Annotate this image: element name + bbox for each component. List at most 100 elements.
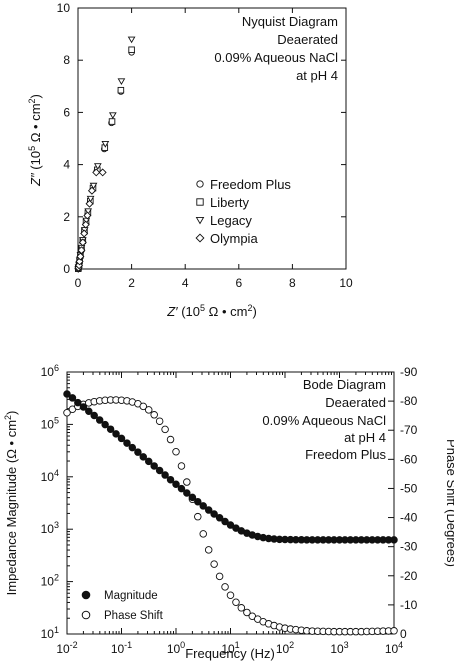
nyquist-legend: Freedom Plus Liberty Legacy Olympia bbox=[195, 177, 291, 246]
phase-shift-point bbox=[210, 560, 218, 568]
nyquist-y-tick-label: 2 bbox=[63, 210, 70, 224]
nyquist-annotation-4: at pH 4 bbox=[296, 68, 338, 83]
phase-shift-point bbox=[204, 546, 213, 554]
bode-y2-tick-label: -20 bbox=[400, 569, 418, 583]
svg-text:Z″ (105 Ω • cm2): Z″ (105 Ω • cm2) bbox=[27, 94, 43, 187]
magnitude-point bbox=[106, 425, 115, 433]
magnitude-point bbox=[172, 480, 180, 489]
bode-y-tick-label: 105 bbox=[41, 415, 59, 431]
nyquist-y-tick-label: 0 bbox=[63, 262, 70, 276]
phase-shift-point bbox=[150, 411, 158, 419]
magnitude-point bbox=[74, 398, 82, 407]
magnitude-point bbox=[177, 484, 186, 493]
nyquist-x-tick-label: 2 bbox=[128, 276, 135, 290]
nyquist-point bbox=[84, 208, 93, 216]
phase-shift-point bbox=[63, 409, 71, 417]
nyquist-point bbox=[81, 220, 90, 229]
nyquist-point bbox=[92, 168, 101, 177]
magnitude-point bbox=[117, 434, 126, 443]
nyquist-point bbox=[77, 246, 86, 255]
phase-shift-point bbox=[166, 435, 175, 444]
bode-y2-tick-label: -30 bbox=[400, 540, 418, 554]
magnitude-point bbox=[194, 497, 202, 506]
legend-label-freedom-plus: Freedom Plus bbox=[210, 177, 291, 192]
bode-y-tick-label: 103 bbox=[41, 520, 59, 536]
nyquist-chart: 0 2 4 6 8 10 0 2 4 6 8 10 Nyquist Diagram Deaerated… bbox=[27, 1, 353, 319]
nyquist-points bbox=[74, 36, 136, 273]
bode-x-tick-label: 10-2 bbox=[56, 640, 77, 656]
nyquist-point bbox=[98, 168, 107, 177]
magnitude-point bbox=[134, 448, 142, 456]
legend-marker-magnitude bbox=[81, 590, 91, 600]
nyquist-point bbox=[76, 252, 85, 261]
magnitude-point bbox=[199, 502, 207, 510]
magnitude-point bbox=[95, 416, 104, 424]
legend-marker-phase-shift bbox=[81, 610, 91, 620]
nyquist-point bbox=[78, 238, 87, 247]
bode-points bbox=[63, 390, 398, 636]
nyquist-point bbox=[128, 46, 135, 54]
magnitude-point bbox=[221, 517, 229, 526]
magnitude-point bbox=[155, 466, 164, 475]
magnitude-point bbox=[68, 394, 77, 402]
bode-x-tick-label: 104 bbox=[385, 640, 403, 656]
phase-shift-point bbox=[172, 448, 180, 456]
magnitude-point bbox=[204, 506, 213, 514]
legend-label-magnitude: Magnitude bbox=[104, 590, 158, 602]
nyquist-x-tick-label: 10 bbox=[339, 276, 353, 290]
bode-x-tick-label: 10-1 bbox=[111, 640, 132, 656]
bode-y2-tick-label: -50 bbox=[400, 481, 418, 495]
phase-shift-point bbox=[237, 604, 246, 612]
bode-x-tick-label: 102 bbox=[276, 640, 294, 656]
legend-marker-legacy bbox=[195, 216, 205, 225]
nyquist-point bbox=[108, 112, 117, 119]
phase-shift-point bbox=[226, 591, 235, 600]
phase-shift-point bbox=[161, 425, 169, 434]
bode-y2-tick-label: -90 bbox=[400, 365, 418, 379]
magnitude-point bbox=[166, 475, 175, 484]
bode-x-tick-label: 103 bbox=[330, 640, 348, 656]
magnitude-point bbox=[215, 514, 224, 522]
nyquist-point bbox=[80, 229, 89, 238]
phase-shift-point bbox=[232, 598, 240, 607]
magnitude-point bbox=[79, 403, 88, 411]
magnitude-point bbox=[144, 457, 153, 466]
nyquist-point bbox=[75, 261, 84, 270]
magnitude-point bbox=[150, 462, 158, 470]
nyquist-point bbox=[86, 195, 95, 203]
nyquist-annotation-1: Nyquist Diagram bbox=[242, 14, 338, 29]
bode-annotation-4: at pH 4 bbox=[344, 430, 386, 445]
magnitude-point bbox=[85, 407, 93, 416]
phase-shift-point bbox=[199, 530, 207, 538]
phase-shift-point bbox=[221, 583, 229, 591]
nyquist-y-axis-title: Z″ (105 Ω • cm2) bbox=[27, 94, 43, 187]
bode-y2-axis-title: Phase Shift (Degrees) bbox=[444, 439, 454, 567]
phase-shift-point bbox=[194, 512, 202, 521]
phase-shift-point bbox=[144, 406, 153, 414]
phase-shift-point bbox=[390, 627, 398, 635]
nyquist-point bbox=[93, 163, 102, 170]
nyquist-point bbox=[75, 257, 84, 266]
bode-y-axis-title: Impedance Magnitude (Ω • cm2) bbox=[3, 411, 19, 596]
magnitude-point bbox=[123, 439, 131, 447]
legend-marker-liberty bbox=[196, 198, 204, 206]
nyquist-point bbox=[83, 211, 92, 220]
nyquist-point bbox=[127, 36, 136, 44]
nyquist-y-tick-label: 4 bbox=[63, 158, 70, 172]
bode-y2-tick-label: 0 bbox=[400, 627, 407, 641]
bode-y-tick-label: 101 bbox=[41, 625, 59, 641]
bode-legend: Magnitude Phase Shift bbox=[81, 590, 164, 622]
nyquist-point bbox=[101, 141, 110, 148]
legend-label-liberty: Liberty bbox=[210, 195, 250, 210]
magnitude-point bbox=[139, 453, 148, 461]
bode-y2-tick-label: -10 bbox=[400, 598, 418, 612]
legend-label-olympia: Olympia bbox=[210, 231, 258, 246]
nyquist-point bbox=[117, 86, 125, 94]
magnitude-point bbox=[112, 430, 120, 438]
nyquist-x-tick-label: 6 bbox=[235, 276, 242, 290]
phase-shift-point bbox=[215, 572, 224, 581]
nyquist-y-tick-label: 10 bbox=[57, 1, 71, 15]
bode-annotation-2: Deaerated bbox=[325, 395, 386, 410]
nyquist-ticks: 0 2 4 6 8 10 0 2 4 6 8 10 bbox=[57, 1, 353, 290]
magnitude-point bbox=[390, 536, 398, 544]
